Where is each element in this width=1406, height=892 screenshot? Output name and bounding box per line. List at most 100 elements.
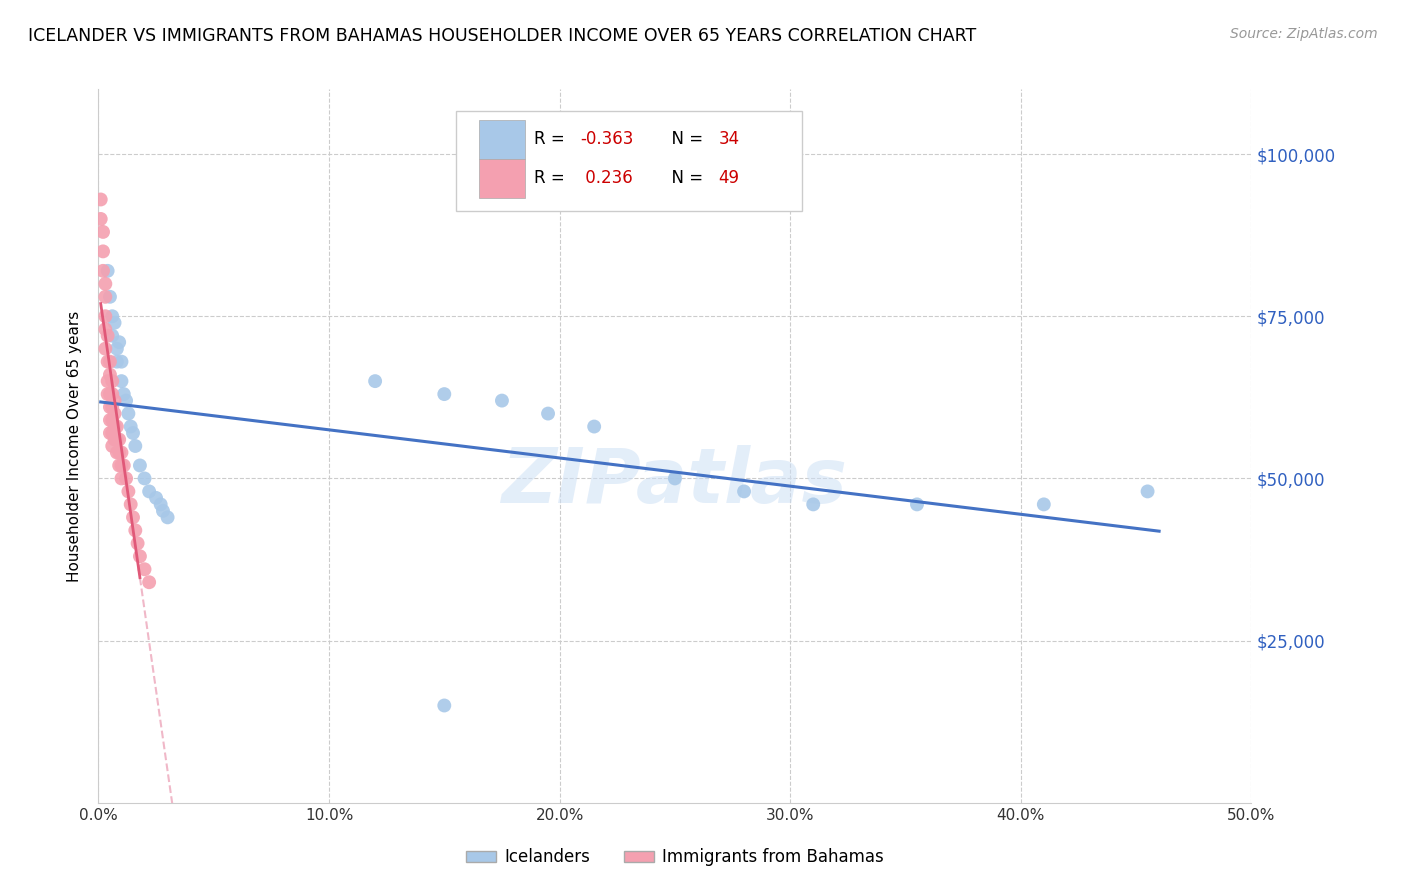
Point [138, 484, 160, 499]
Point [110, 354, 132, 368]
Point [91, 244, 114, 259]
Point [101, 374, 124, 388]
FancyBboxPatch shape [479, 120, 524, 159]
Point [97, 374, 120, 388]
Point [103, 407, 125, 421]
Point [112, 458, 135, 473]
Point [364, 374, 387, 388]
Text: -0.363: -0.363 [581, 130, 634, 148]
Point [97, 387, 120, 401]
Point [129, 458, 152, 473]
Point [103, 419, 125, 434]
Point [433, 387, 456, 401]
Y-axis label: Householder Income Over 65 years: Householder Income Over 65 years [67, 310, 83, 582]
Point [127, 536, 149, 550]
Point [664, 471, 686, 485]
Text: N =: N = [661, 130, 709, 148]
Point [103, 316, 125, 330]
Text: R =: R = [534, 130, 571, 148]
Point [103, 433, 125, 447]
Point [94, 310, 117, 324]
Point [134, 471, 156, 485]
Point [98, 413, 121, 427]
Text: 0.236: 0.236 [581, 169, 633, 187]
Point [105, 419, 128, 434]
Point [101, 328, 124, 343]
Point [905, 497, 928, 511]
Point [103, 393, 125, 408]
Point [91, 225, 114, 239]
Point [108, 335, 131, 350]
Point [98, 290, 121, 304]
Point [117, 484, 139, 499]
Point [537, 407, 560, 421]
Point [491, 393, 513, 408]
Point [110, 458, 132, 473]
Point [156, 510, 179, 524]
Point [120, 497, 142, 511]
FancyBboxPatch shape [456, 111, 801, 211]
Point [97, 328, 120, 343]
Point [122, 510, 145, 524]
Text: 34: 34 [718, 130, 740, 148]
Point [101, 439, 124, 453]
Text: N =: N = [661, 169, 709, 187]
Point [124, 524, 146, 538]
Point [120, 419, 142, 434]
Point [101, 413, 124, 427]
Point [90, 193, 112, 207]
Point [801, 497, 824, 511]
Point [94, 290, 117, 304]
Text: ZIPatlas: ZIPatlas [502, 445, 848, 518]
Text: ICELANDER VS IMMIGRANTS FROM BAHAMAS HOUSEHOLDER INCOME OVER 65 YEARS CORRELATIO: ICELANDER VS IMMIGRANTS FROM BAHAMAS HOU… [28, 27, 976, 45]
Point [97, 264, 120, 278]
Point [105, 445, 128, 459]
Point [145, 491, 167, 505]
Point [105, 433, 128, 447]
Text: R =: R = [534, 169, 571, 187]
Legend: Icelanders, Immigrants from Bahamas: Icelanders, Immigrants from Bahamas [458, 840, 891, 875]
Point [152, 504, 174, 518]
Point [97, 354, 120, 368]
Point [105, 342, 128, 356]
Point [108, 445, 131, 459]
Point [101, 387, 124, 401]
FancyBboxPatch shape [479, 159, 524, 198]
Point [1136, 484, 1159, 499]
Point [122, 425, 145, 440]
Point [583, 419, 606, 434]
Point [733, 484, 755, 499]
Point [108, 458, 131, 473]
Point [115, 471, 138, 485]
Point [98, 368, 121, 382]
Point [98, 400, 121, 414]
Point [112, 387, 135, 401]
Point [110, 445, 132, 459]
Text: Source: ZipAtlas.com: Source: ZipAtlas.com [1230, 27, 1378, 41]
Point [110, 374, 132, 388]
Point [101, 310, 124, 324]
Point [94, 322, 117, 336]
Point [90, 211, 112, 226]
Point [117, 407, 139, 421]
Point [101, 425, 124, 440]
Point [94, 277, 117, 291]
Point [98, 387, 121, 401]
Text: 49: 49 [718, 169, 740, 187]
Point [91, 264, 114, 278]
Point [110, 471, 132, 485]
Point [105, 354, 128, 368]
Point [134, 562, 156, 576]
Point [98, 425, 121, 440]
Point [108, 433, 131, 447]
Point [94, 342, 117, 356]
Point [101, 400, 124, 414]
Point [98, 354, 121, 368]
Point [124, 439, 146, 453]
Point [115, 393, 138, 408]
Point [1032, 497, 1054, 511]
Point [433, 698, 456, 713]
Point [149, 497, 172, 511]
Point [129, 549, 152, 564]
Point [138, 575, 160, 590]
